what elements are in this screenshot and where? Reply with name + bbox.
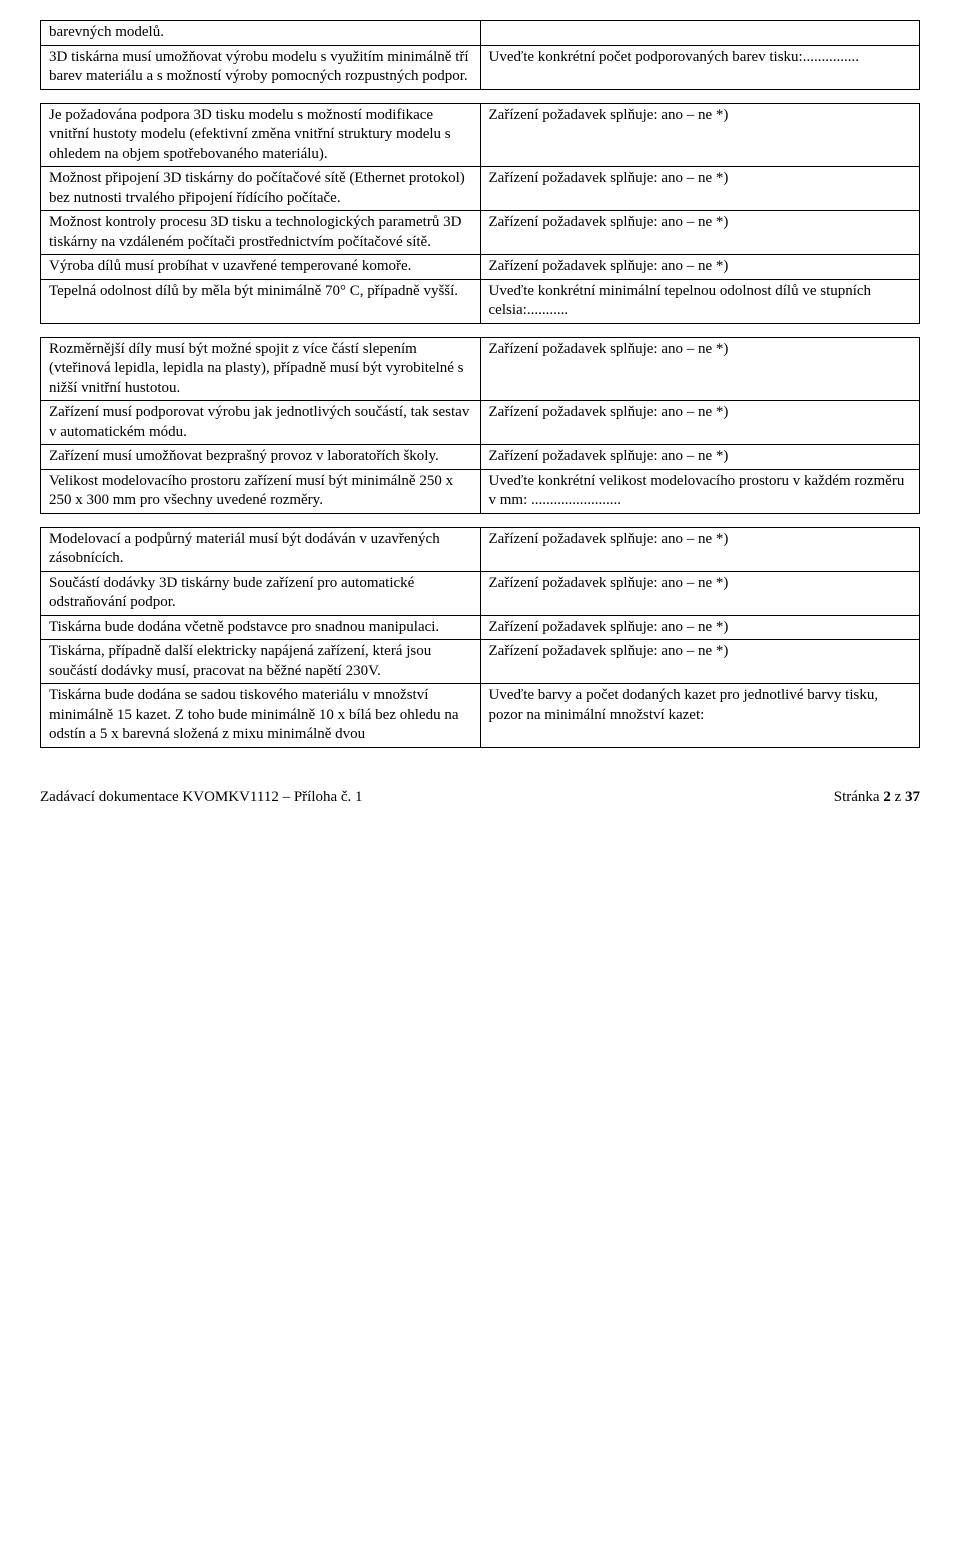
requirement-cell: 3D tiskárna musí umožňovat výrobu modelu…: [41, 45, 481, 89]
table-group-spacer: [41, 89, 920, 103]
requirement-text: 3D tiskárna musí umožňovat výrobu modelu…: [49, 48, 472, 87]
table-row: barevných modelů.: [41, 21, 920, 46]
table-group-spacer: [41, 513, 920, 527]
response-text: Zařízení požadavek splňuje: ano – ne *): [489, 169, 912, 189]
table-row: Tepelná odolnost dílů by měla být minimá…: [41, 279, 920, 323]
table-row: Rozměrnější díly musí být možné spojit z…: [41, 337, 920, 401]
requirement-text: Velikost modelovacího prostoru zařízení …: [49, 472, 472, 511]
response-cell: Zařízení požadavek splňuje: ano – ne *): [480, 640, 920, 684]
response-cell: Uveďte konkrétní počet podporovaných bar…: [480, 45, 920, 89]
requirement-cell: Součástí dodávky 3D tiskárny bude zaříze…: [41, 571, 481, 615]
response-cell: [480, 21, 920, 46]
requirement-text: Tiskárna, případně další elektricky napá…: [49, 642, 472, 681]
table-row: Velikost modelovacího prostoru zařízení …: [41, 469, 920, 513]
requirement-text: Tiskárna bude dodána se sadou tiskového …: [49, 686, 472, 745]
page-number: 2: [883, 789, 891, 805]
response-cell: Zařízení požadavek splňuje: ano – ne *): [480, 527, 920, 571]
requirement-cell: Tepelná odolnost dílů by měla být minimá…: [41, 279, 481, 323]
requirements-table: barevných modelů. 3D tiskárna musí umožňo…: [40, 20, 920, 748]
response-cell: Zařízení požadavek splňuje: ano – ne *): [480, 615, 920, 640]
table-row: Součástí dodávky 3D tiskárny bude zaříze…: [41, 571, 920, 615]
requirement-cell: Zařízení musí umožňovat bezprašný provoz…: [41, 445, 481, 470]
requirement-cell: Rozměrnější díly musí být možné spojit z…: [41, 337, 481, 401]
table-row: 3D tiskárna musí umožňovat výrobu modelu…: [41, 45, 920, 89]
requirement-text: Rozměrnější díly musí být možné spojit z…: [49, 340, 472, 399]
requirement-text: Zařízení musí umožňovat bezprašný provoz…: [49, 447, 472, 467]
response-text: Zařízení požadavek splňuje: ano – ne *): [489, 618, 912, 638]
response-cell: Uveďte barvy a počet dodaných kazet pro …: [480, 684, 920, 748]
response-text: Zařízení požadavek splňuje: ano – ne *): [489, 530, 912, 550]
page-total: 37: [905, 789, 920, 805]
requirement-cell: Tiskárna, případně další elektricky napá…: [41, 640, 481, 684]
table-row: Tiskárna, případně další elektricky napá…: [41, 640, 920, 684]
requirement-cell: Možnost kontroly procesu 3D tisku a tech…: [41, 211, 481, 255]
response-cell: Zařízení požadavek splňuje: ano – ne *): [480, 445, 920, 470]
table-row: Možnost kontroly procesu 3D tisku a tech…: [41, 211, 920, 255]
table-row: Je požadována podpora 3D tisku modelu s …: [41, 103, 920, 167]
response-text: Zařízení požadavek splňuje: ano – ne *): [489, 642, 912, 662]
response-cell: Zařízení požadavek splňuje: ano – ne *): [480, 103, 920, 167]
requirement-text: Modelovací a podpůrný materiál musí být …: [49, 530, 472, 569]
response-cell: Zařízení požadavek splňuje: ano – ne *): [480, 571, 920, 615]
response-cell: Zařízení požadavek splňuje: ano – ne *): [480, 167, 920, 211]
requirement-cell: Modelovací a podpůrný materiál musí být …: [41, 527, 481, 571]
requirement-text: barevných modelů.: [49, 23, 472, 43]
table-row: Výroba dílů musí probíhat v uzavřené tem…: [41, 255, 920, 280]
response-text: Zařízení požadavek splňuje: ano – ne *): [489, 574, 912, 594]
page-footer: Zadávací dokumentace KVOMKV1112 – Příloh…: [40, 788, 920, 808]
requirement-text: Tepelná odolnost dílů by měla být minimá…: [49, 282, 472, 302]
response-cell: Zařízení požadavek splňuje: ano – ne *): [480, 255, 920, 280]
table-row: Zařízení musí podporovat výrobu jak jedn…: [41, 401, 920, 445]
response-text: Uveďte barvy a počet dodaných kazet pro …: [489, 686, 912, 725]
requirement-cell: Tiskárna bude dodána se sadou tiskového …: [41, 684, 481, 748]
footer-right: Stránka 2 z 37: [834, 788, 920, 808]
requirement-text: Zařízení musí podporovat výrobu jak jedn…: [49, 403, 472, 442]
requirement-text: Tiskárna bude dodána včetně podstavce pr…: [49, 618, 472, 638]
table-row: Tiskárna bude dodána se sadou tiskového …: [41, 684, 920, 748]
requirement-cell: Velikost modelovacího prostoru zařízení …: [41, 469, 481, 513]
requirement-text: Součástí dodávky 3D tiskárny bude zaříze…: [49, 574, 472, 613]
response-text: Uveďte konkrétní počet podporovaných bar…: [489, 48, 912, 68]
table-row: Možnost připojení 3D tiskárny do počítač…: [41, 167, 920, 211]
table-row: Zařízení musí umožňovat bezprašný provoz…: [41, 445, 920, 470]
table-row: Modelovací a podpůrný materiál musí být …: [41, 527, 920, 571]
requirement-cell: Tiskárna bude dodána včetně podstavce pr…: [41, 615, 481, 640]
response-cell: Uveďte konkrétní velikost modelovacího p…: [480, 469, 920, 513]
response-text: Uveďte konkrétní velikost modelovacího p…: [489, 472, 912, 511]
response-cell: Zařízení požadavek splňuje: ano – ne *): [480, 337, 920, 401]
response-cell: Zařízení požadavek splňuje: ano – ne *): [480, 401, 920, 445]
response-cell: Uveďte konkrétní minimální tepelnou odol…: [480, 279, 920, 323]
requirement-cell: barevných modelů.: [41, 21, 481, 46]
response-cell: Zařízení požadavek splňuje: ano – ne *): [480, 211, 920, 255]
response-text: Zařízení požadavek splňuje: ano – ne *): [489, 447, 912, 467]
requirement-text: Možnost připojení 3D tiskárny do počítač…: [49, 169, 472, 208]
response-text: Zařízení požadavek splňuje: ano – ne *): [489, 106, 912, 126]
requirement-cell: Zařízení musí podporovat výrobu jak jedn…: [41, 401, 481, 445]
response-text: Uveďte konkrétní minimální tepelnou odol…: [489, 282, 912, 321]
requirement-cell: Je požadována podpora 3D tisku modelu s …: [41, 103, 481, 167]
footer-left: Zadávací dokumentace KVOMKV1112 – Příloh…: [40, 788, 363, 808]
table-row: Tiskárna bude dodána včetně podstavce pr…: [41, 615, 920, 640]
response-text: Zařízení požadavek splňuje: ano – ne *): [489, 403, 912, 423]
response-text: Zařízení požadavek splňuje: ano – ne *): [489, 340, 912, 360]
requirement-text: Výroba dílů musí probíhat v uzavřené tem…: [49, 257, 472, 277]
response-text: Zařízení požadavek splňuje: ano – ne *): [489, 257, 912, 277]
requirement-cell: Možnost připojení 3D tiskárny do počítač…: [41, 167, 481, 211]
table-group-spacer: [41, 323, 920, 337]
requirement-text: Je požadována podpora 3D tisku modelu s …: [49, 106, 472, 165]
requirement-text: Možnost kontroly procesu 3D tisku a tech…: [49, 213, 472, 252]
response-text: Zařízení požadavek splňuje: ano – ne *): [489, 213, 912, 233]
requirement-cell: Výroba dílů musí probíhat v uzavřené tem…: [41, 255, 481, 280]
